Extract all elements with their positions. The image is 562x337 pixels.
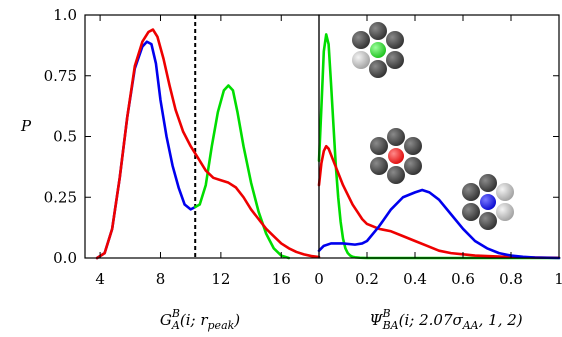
right-x-axis-label: ΨB BA(i; 2.07σAA, 1, 2) xyxy=(369,307,522,332)
right-panel-frame xyxy=(318,14,560,259)
cluster-icon-red-center xyxy=(370,128,422,184)
right-x-tick-label: 0.8 xyxy=(499,270,523,288)
left-panel: 4 8 12 16 0.0 0.25 0.5 0.75 1.0 xyxy=(44,6,321,288)
right-x-tick-label: 0 xyxy=(314,270,324,288)
y-tick-label: 1.0 xyxy=(53,6,77,24)
right-ticks: 0 0.2 0.4 0.6 0.8 1 xyxy=(314,14,562,288)
left-series-line-1 xyxy=(193,84,291,260)
y-tick-label: 0.5 xyxy=(53,128,77,146)
left-x-tick-label: 8 xyxy=(156,270,166,288)
right-series-line-0 xyxy=(317,33,561,260)
right-x-tick-label: 0.6 xyxy=(451,270,475,288)
y-tick-label: 0.0 xyxy=(53,249,77,267)
right-x-tick-label: 1 xyxy=(554,270,562,288)
left-x-tick-label: 12 xyxy=(211,270,230,288)
left-x-tick-label: 4 xyxy=(95,270,105,288)
right-x-tick-label: 0.4 xyxy=(403,270,427,288)
right-plot-content xyxy=(317,33,561,260)
cluster-icon-green-center xyxy=(352,22,404,78)
y-tick-label: 0.75 xyxy=(44,67,77,85)
left-series-line-2 xyxy=(95,28,321,260)
y-tick-label: 0.25 xyxy=(44,188,77,206)
left-plot-content xyxy=(95,15,321,260)
right-panel: 0 0.2 0.4 0.6 0.8 1 xyxy=(314,14,562,288)
y-axis-label: P xyxy=(20,117,32,135)
right-x-tick-label: 0.2 xyxy=(355,270,379,288)
cluster-icon-blue-center xyxy=(462,174,514,230)
left-x-tick-label: 16 xyxy=(272,270,291,288)
left-ticks: 4 8 12 16 0.0 0.25 0.5 0.75 1.0 xyxy=(44,6,291,288)
right-series-line-1 xyxy=(317,144,561,260)
left-panel-frame xyxy=(84,14,320,259)
left-x-axis-label: GB A(i; rpeak) xyxy=(160,307,240,332)
right-series-line-2 xyxy=(317,188,561,260)
